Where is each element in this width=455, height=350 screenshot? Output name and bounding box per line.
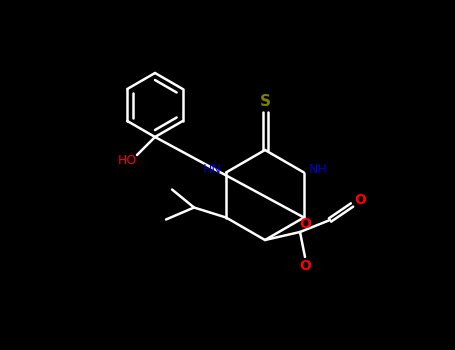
- Text: O: O: [354, 193, 366, 207]
- Text: NH: NH: [308, 163, 327, 176]
- Text: S: S: [259, 94, 271, 110]
- Text: O: O: [299, 259, 311, 273]
- Text: HN: HN: [202, 163, 222, 176]
- Text: O: O: [299, 217, 311, 231]
- Text: HO: HO: [117, 154, 136, 167]
